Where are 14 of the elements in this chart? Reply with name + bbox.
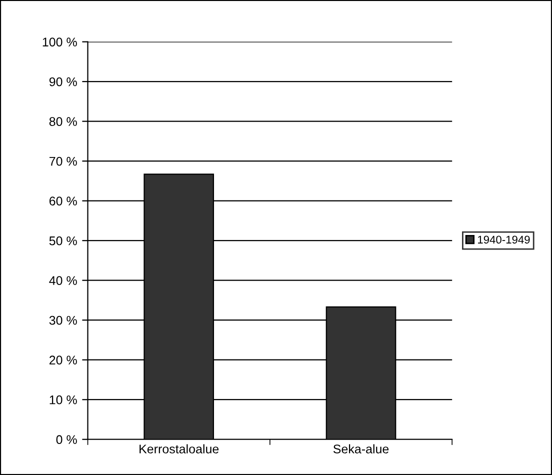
y-tick-label: 0 % <box>56 435 77 444</box>
y-tick-label: 100 % <box>42 38 77 46</box>
x-tick-label: Kerrostaloalue <box>140 444 219 454</box>
y-tick-label: 10 % <box>50 395 77 404</box>
y-tick-label: 50 % <box>49 236 77 246</box>
y-tick-label: 90 % <box>49 77 77 86</box>
y-tick-label: 80 % <box>49 117 77 126</box>
y-tick-label: 40 % <box>49 276 77 285</box>
y-tick-label: 30 % <box>49 316 77 325</box>
y-tick-label: 70 % <box>50 156 77 166</box>
x-tick-label: Seka-alue <box>333 444 389 454</box>
y-tick-label: 20 % <box>49 356 77 365</box>
y-tick-label: 60 % <box>49 196 77 206</box>
legend-label: 1940-1949 <box>478 236 530 244</box>
